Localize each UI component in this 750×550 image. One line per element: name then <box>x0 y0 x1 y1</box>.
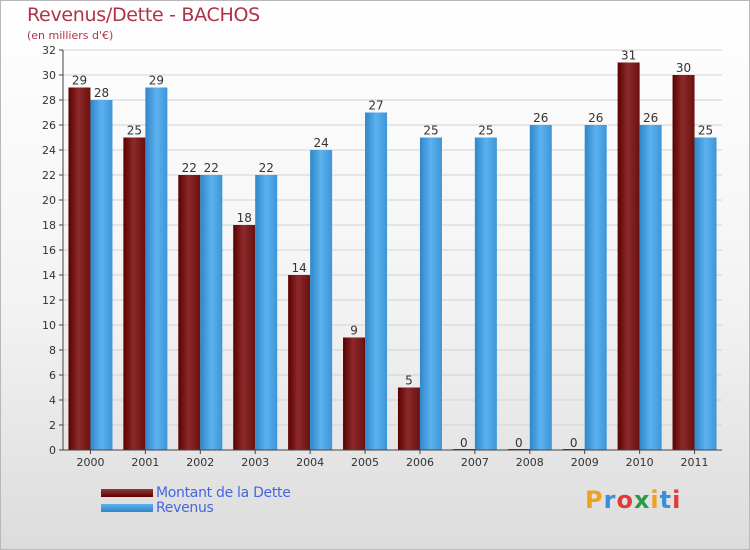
bar-revenus <box>584 125 607 450</box>
data-label-revenus: 24 <box>313 136 328 150</box>
y-tick-label: 26 <box>42 119 56 132</box>
data-label-revenus: 29 <box>149 74 164 88</box>
chart-subtitle: (en milliers d'€) <box>27 29 114 42</box>
y-tick-label: 2 <box>49 419 56 432</box>
bar-dette <box>68 87 91 450</box>
legend-label-revenus: Revenus <box>156 500 214 516</box>
data-label-revenus: 25 <box>698 124 713 138</box>
bar-dette <box>288 275 311 450</box>
data-label-dette: 22 <box>182 161 197 175</box>
data-label-dette: 29 <box>72 74 87 88</box>
bar-revenus <box>474 137 497 450</box>
legend-swatch-dette <box>101 489 153 497</box>
data-label-dette: 0 <box>515 436 523 450</box>
logo-letter: o <box>616 486 634 514</box>
y-tick-label: 24 <box>42 144 56 157</box>
bar-dette <box>178 175 201 450</box>
x-tick-label: 2003 <box>241 456 269 469</box>
data-label-revenus: 22 <box>204 161 219 175</box>
y-tick-label: 18 <box>42 219 56 232</box>
bar-revenus <box>145 87 168 450</box>
data-label-revenus: 27 <box>368 99 383 113</box>
y-tick-label: 14 <box>42 269 56 282</box>
bar-dette <box>397 387 420 450</box>
x-tick-label: 2007 <box>461 456 489 469</box>
chart-title: Revenus/Dette - BACHOS <box>27 4 260 26</box>
logo-letter: t <box>659 486 673 514</box>
logo-letter: x <box>633 486 651 514</box>
data-label-revenus: 28 <box>94 86 109 100</box>
bar-dette <box>617 62 640 450</box>
data-label-dette: 14 <box>291 261 306 275</box>
data-label-dette: 5 <box>405 374 413 388</box>
logo-letter: i <box>672 486 682 514</box>
x-tick-label: 2011 <box>681 456 709 469</box>
data-label-dette: 0 <box>460 436 468 450</box>
legend-swatch-revenus <box>101 504 153 512</box>
data-label-revenus: 26 <box>588 111 603 125</box>
y-tick-label: 4 <box>49 394 56 407</box>
bar-dette <box>233 225 256 450</box>
data-label-revenus: 22 <box>259 161 274 175</box>
bar-dette <box>343 337 366 450</box>
x-tick-label: 2004 <box>296 456 324 469</box>
logo-letter: r <box>603 486 617 514</box>
y-tick-label: 16 <box>42 244 56 257</box>
y-tick-label: 10 <box>42 319 56 332</box>
bar-revenus <box>90 100 113 450</box>
bar-revenus <box>310 150 333 450</box>
y-tick-label: 22 <box>42 169 56 182</box>
x-tick-label: 2005 <box>351 456 379 469</box>
y-tick-label: 20 <box>42 194 56 207</box>
y-tick-label: 0 <box>49 444 56 457</box>
x-tick-label: 2000 <box>76 456 104 469</box>
bar-revenus <box>365 112 388 450</box>
y-tick-label: 12 <box>42 294 56 307</box>
x-tick-label: 2008 <box>516 456 544 469</box>
data-label-dette: 0 <box>570 436 578 450</box>
bar-dette <box>123 137 146 450</box>
data-label-dette: 9 <box>350 324 358 338</box>
data-label-revenus: 25 <box>478 124 493 138</box>
bar-revenus <box>694 137 717 450</box>
x-tick-label: 2001 <box>131 456 159 469</box>
y-tick-label: 8 <box>49 344 56 357</box>
bar-dette <box>672 75 695 450</box>
data-label-dette: 18 <box>237 211 252 225</box>
data-label-revenus: 25 <box>423 124 438 138</box>
logo-letter: P <box>585 486 604 514</box>
y-tick-label: 30 <box>42 69 56 82</box>
proxiti-logo: Proxiti <box>585 486 681 514</box>
x-tick-label: 2006 <box>406 456 434 469</box>
data-label-dette: 31 <box>621 49 636 63</box>
bar-revenus <box>419 137 442 450</box>
logo-letter: i <box>650 486 660 514</box>
data-label-revenus: 26 <box>643 111 658 125</box>
x-tick-label: 2010 <box>626 456 654 469</box>
bar-revenus <box>529 125 552 450</box>
data-label-dette: 25 <box>127 124 142 138</box>
x-tick-label: 2009 <box>571 456 599 469</box>
y-tick-label: 28 <box>42 94 56 107</box>
bar-revenus <box>255 175 278 450</box>
data-label-dette: 30 <box>676 61 691 75</box>
data-label-revenus: 26 <box>533 111 548 125</box>
y-tick-label: 32 <box>42 44 56 57</box>
bar-revenus <box>639 125 662 450</box>
x-tick-label: 2002 <box>186 456 214 469</box>
legend-label-dette: Montant de la Dette <box>156 485 291 501</box>
bar-revenus <box>200 175 223 450</box>
y-tick-label: 6 <box>49 369 56 382</box>
